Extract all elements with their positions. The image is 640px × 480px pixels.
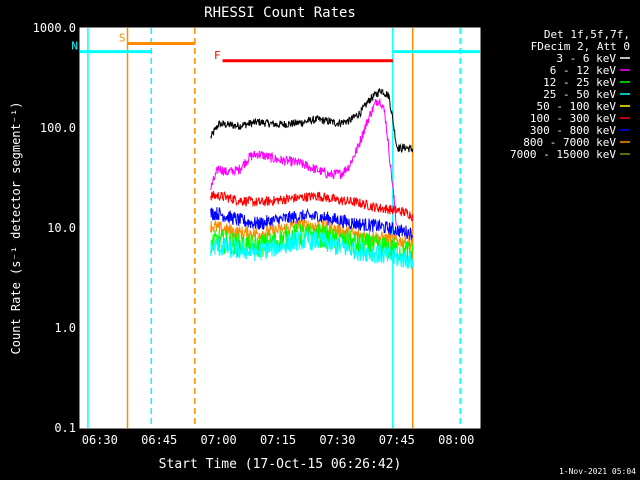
x-tick-label: 07:30 [319,433,355,447]
legend-entry-label: 3 - 6 keV [556,52,616,65]
x-tick-label: 06:45 [141,433,177,447]
axes: 0.1 1.0 10.0 100.0 1000.0 06:30 06:45 07:00 07:1… [33,21,481,447]
y-tick-label: 10.0 [47,221,76,235]
x-tick-label: 08:00 [438,433,474,447]
legend-entry-label: 100 - 300 keV [530,112,616,125]
legend-entry-label: 800 - 7000 keV [523,136,616,149]
legend-entry-label: 7000 - 15000 keV [510,148,616,161]
y-tick-label: 0.1 [54,421,76,435]
y-tick-label: 1.0 [54,321,76,335]
series [210,88,414,270]
x-tick-label: 07:45 [379,433,415,447]
legend-entry-label: 50 - 100 keV [537,100,617,113]
series-line-25-50kev [210,230,414,270]
x-tick-label: 07:15 [260,433,296,447]
interval-label-n: N [71,40,78,53]
x-axis-label: Start Time (17-Oct-15 06:26:42) [159,457,402,472]
y-tick-label: 100.0 [40,121,76,135]
series-line-6-12kev [210,98,397,226]
series-line-100-300kev [210,190,414,222]
interval-label-f: F [214,49,221,62]
legend-header: Det 1f,5f,7f, [544,28,630,41]
legend-header: FDecim 2, Att 0 [531,40,630,53]
y-axis-label: Count Rate (s⁻¹ detector segment⁻¹) [9,102,23,355]
chart-title: RHESSI Count Rates [204,5,356,21]
legend-entry-label: 300 - 800 keV [530,124,616,137]
series-line-3-6kev [210,88,414,154]
interval-label-s: S [119,31,126,44]
legend-entry-label: 6 - 12 keV [550,64,617,77]
y-tick-label: 1000.0 [33,21,76,35]
x-tick-label: 07:00 [201,433,237,447]
series-line-300-800kev [210,207,414,242]
x-tick-label: 06:30 [82,433,118,447]
legend-entry-label: 12 - 25 keV [543,76,616,89]
annotations: S N F [71,28,480,428]
footer-timestamp: 1-Nov-2021 05:04 [559,467,636,476]
legend-entry-label: 25 - 50 keV [543,88,616,101]
